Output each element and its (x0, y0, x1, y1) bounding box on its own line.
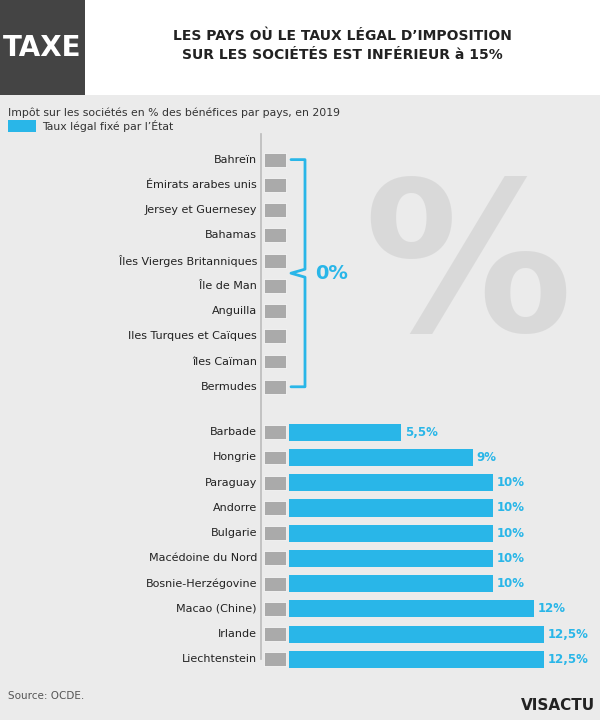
Text: 12,5%: 12,5% (548, 653, 589, 666)
Text: Îles Vierges Britanniques: Îles Vierges Britanniques (119, 255, 257, 266)
Bar (8, 120, 36, 132)
Text: Hongrie: Hongrie (213, 452, 257, 462)
Text: Andorre: Andorre (213, 503, 257, 513)
Bar (289, 500, 493, 516)
Bar (264, 228, 286, 243)
Bar (289, 449, 473, 466)
Text: 0%: 0% (315, 264, 348, 283)
Bar (264, 153, 286, 166)
Text: Émirats arabes unis: Émirats arabes unis (146, 180, 257, 190)
Bar (264, 476, 286, 490)
Text: 10%: 10% (497, 476, 525, 489)
Text: Anguilla: Anguilla (212, 306, 257, 316)
Text: 5,5%: 5,5% (405, 426, 438, 438)
Text: VISACTU: VISACTU (521, 698, 595, 714)
Text: Île de Man: Île de Man (199, 281, 257, 291)
Text: Macédoine du Nord: Macédoine du Nord (149, 554, 257, 564)
Text: Bulgarie: Bulgarie (211, 528, 257, 538)
Text: îles Caïman: îles Caïman (192, 356, 257, 366)
Text: 10%: 10% (497, 577, 525, 590)
Bar (289, 525, 493, 541)
Bar (264, 355, 286, 369)
Text: Macao (Chine): Macao (Chine) (176, 604, 257, 614)
Text: TAXE: TAXE (3, 34, 82, 61)
Bar (264, 577, 286, 590)
Bar (264, 253, 286, 268)
Bar (264, 426, 286, 439)
Text: Irlande: Irlande (218, 629, 257, 639)
Bar (264, 279, 286, 293)
Bar (264, 652, 286, 666)
Text: Bosnie-Herzégovine: Bosnie-Herzégovine (146, 578, 257, 589)
Bar (264, 627, 286, 641)
Text: 10%: 10% (497, 552, 525, 565)
Text: Barbade: Barbade (210, 427, 257, 437)
Text: Jersey et Guernesey: Jersey et Guernesey (145, 205, 257, 215)
Text: Impôt sur les sociétés en % des bénéfices par pays, en 2019: Impôt sur les sociétés en % des bénéfice… (8, 107, 340, 117)
Text: 9%: 9% (476, 451, 497, 464)
Text: Iles Turques et Caïques: Iles Turques et Caïques (128, 331, 257, 341)
Text: Bahamas: Bahamas (205, 230, 257, 240)
Bar (289, 626, 544, 643)
Text: 12%: 12% (538, 603, 566, 616)
Bar (264, 178, 286, 192)
Text: Source: OCDE.: Source: OCDE. (8, 691, 84, 701)
Text: LES PAYS OÙ LE TAUX LÉGAL D’IMPOSITION
SUR LES SOCIÉTÉS EST INFÉRIEUR à 15%: LES PAYS OÙ LE TAUX LÉGAL D’IMPOSITION S… (173, 29, 512, 62)
Bar (289, 550, 493, 567)
Bar (85, 0, 600, 95)
Text: 12,5%: 12,5% (548, 628, 589, 641)
Bar (264, 552, 286, 565)
Bar (264, 380, 286, 394)
Bar (289, 575, 493, 593)
Text: 10%: 10% (497, 501, 525, 514)
Text: Bermudes: Bermudes (200, 382, 257, 392)
Bar (0, 0, 85, 95)
Text: %: % (364, 172, 572, 374)
Bar (264, 451, 286, 464)
Text: Paraguay: Paraguay (205, 477, 257, 487)
Bar (264, 329, 286, 343)
Bar (264, 602, 286, 616)
Text: 10%: 10% (497, 526, 525, 540)
Text: Taux légal fixé par l’État: Taux légal fixé par l’État (42, 120, 173, 132)
Bar (289, 600, 534, 618)
Bar (264, 501, 286, 515)
Bar (289, 474, 493, 491)
Bar (264, 304, 286, 318)
Bar (264, 526, 286, 540)
Bar (289, 423, 401, 441)
Text: Liechtenstein: Liechtenstein (182, 654, 257, 665)
Text: Bahreïn: Bahreïn (214, 155, 257, 165)
Bar (289, 651, 544, 668)
Bar (264, 203, 286, 217)
